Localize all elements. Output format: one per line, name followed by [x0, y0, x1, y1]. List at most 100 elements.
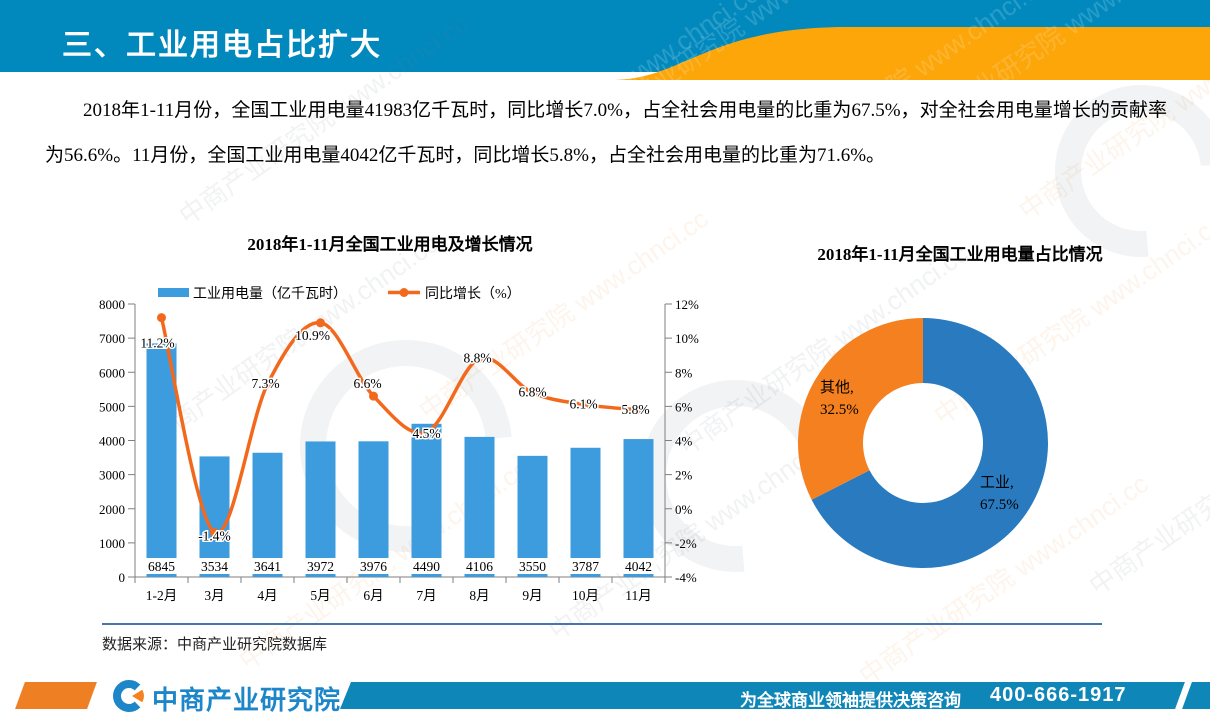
- line-point: [157, 313, 166, 323]
- line-value-label: 7.3%: [251, 376, 279, 391]
- growth-line: [159, 317, 639, 535]
- bar-value-label: 4106: [466, 559, 493, 574]
- line-value-label: 5.8%: [621, 402, 649, 417]
- bar: [411, 423, 442, 577]
- legend-bar-swatch: [158, 288, 189, 297]
- bar-value-label: 4042: [625, 559, 652, 574]
- bar-value-label: 4490: [413, 559, 440, 574]
- company-logo-text: 中商产业研究院: [152, 685, 342, 715]
- x-axis-label: 11月: [625, 588, 652, 603]
- combo-chart: 0 1000 2000 3000 4000 5000 6000 7000 8000 -4% -2% 0…: [99, 286, 699, 603]
- x-axis-label: 1-2月: [146, 588, 178, 603]
- bar-value-label: 6845: [148, 559, 175, 574]
- donut-label: 工业,: [980, 474, 1014, 491]
- left-axis-label: 4000: [99, 434, 125, 449]
- left-axis-label: 8000: [99, 297, 125, 312]
- bar: [252, 452, 283, 577]
- left-axis-label: 5000: [99, 399, 125, 414]
- bar: [146, 343, 177, 577]
- line-point: [634, 405, 643, 415]
- right-axis-label: 4%: [675, 434, 693, 449]
- right-axis-label: 2%: [675, 468, 693, 483]
- bar-value-label: 3641: [254, 559, 281, 574]
- legend-line-label: 同比增长（%）: [425, 286, 521, 302]
- line-value-label: 10.9%: [295, 328, 330, 343]
- x-axis-label: 5月: [310, 588, 330, 603]
- left-axis-label: 3000: [99, 468, 125, 483]
- bar: [464, 436, 495, 577]
- bar-value-label: 3972: [307, 559, 334, 574]
- data-source-note: 数据来源：中商产业研究院数据库: [102, 637, 328, 653]
- line-point: [422, 427, 431, 437]
- bar-label-bg: [249, 558, 286, 574]
- left-axis-label: 7000: [99, 331, 125, 346]
- x-axis-label: 10月: [572, 588, 599, 603]
- x-axis-label: 4月: [257, 588, 277, 603]
- left-axis-label: 0: [119, 570, 126, 585]
- line-value-label: 6.8%: [518, 385, 546, 400]
- footer-slogan: 为全球商业领袖提供决策咨询: [740, 691, 961, 710]
- legend-line-marker: [399, 288, 409, 297]
- line-point: [316, 318, 325, 328]
- bar-value-label: 3534: [201, 559, 228, 574]
- legend-bar-label: 工业用电量（亿千瓦时）: [193, 286, 347, 302]
- bar-value-label: 3550: [519, 559, 546, 574]
- x-axis-label: 7月: [416, 588, 436, 603]
- line-value-label: -1.4%: [198, 529, 231, 544]
- bar-label-bg: [514, 558, 551, 574]
- right-axis-label: 10%: [675, 331, 699, 346]
- right-axis-label: 8%: [675, 365, 693, 380]
- bar-label-bg: [143, 558, 180, 574]
- bar-label-bg: [302, 558, 339, 574]
- line-value-label: 11.2%: [140, 336, 174, 351]
- bar: [358, 441, 389, 577]
- line-point: [528, 388, 537, 398]
- line-point: [581, 400, 590, 410]
- bar: [570, 447, 601, 577]
- company-logo-icon: [113, 680, 144, 712]
- right-axis-label: 0%: [675, 502, 693, 517]
- bar-label-bg: [196, 558, 233, 574]
- right-axis-label: -4%: [675, 570, 697, 585]
- left-axis-label: 1000: [99, 536, 125, 551]
- x-axis-label: 3月: [204, 588, 224, 603]
- footer-orange-accent: [15, 682, 97, 709]
- divider-line: [102, 623, 1102, 625]
- right-axis-label: 6%: [675, 399, 693, 414]
- bar: [623, 439, 654, 577]
- donut-label: 其他,: [820, 379, 854, 396]
- bar-label-bg: [567, 558, 604, 574]
- bar-value-label: 3976: [360, 559, 387, 574]
- line-point: [369, 391, 378, 401]
- donut-label: 67.5%: [980, 497, 1019, 513]
- bar-label-bg: [620, 558, 657, 574]
- line-value-label: 4.5%: [412, 426, 440, 441]
- donut-slice-工业: [811, 318, 1048, 568]
- bar-label-bg: [355, 558, 392, 574]
- bar: [517, 455, 548, 577]
- donut-slice-其他: [798, 318, 923, 500]
- x-axis-label: 8月: [469, 588, 489, 603]
- left-axis-label: 2000: [99, 502, 125, 517]
- bar: [305, 441, 336, 577]
- x-axis-label: 9月: [522, 588, 542, 603]
- bar-label-bg: [408, 558, 445, 574]
- line-value-label: 6.1%: [569, 397, 597, 412]
- page-title: 三、工业用电占比扩大: [62, 29, 382, 62]
- right-axis-label: 12%: [675, 297, 699, 312]
- donut-chart-title: 2018年1-11月全国工业用电量占比情况: [817, 245, 1103, 264]
- line-point: [210, 528, 219, 538]
- donut-label: 32.5%: [820, 402, 859, 418]
- x-axis-label: 6月: [363, 588, 383, 603]
- line-point: [475, 354, 484, 364]
- bar-label-bg: [461, 558, 498, 574]
- footer-phone: 400-666-1917: [990, 684, 1127, 706]
- line-value-label: 8.8%: [463, 351, 491, 366]
- line-value-label: 6.6%: [353, 376, 381, 391]
- header-wave-decoration: [615, 27, 1210, 80]
- bar-value-label: 3787: [572, 559, 599, 574]
- line-point: [263, 379, 272, 389]
- right-axis-label: -2%: [675, 536, 697, 551]
- summary-paragraph: 2018年1-11月份，全国工业用电量41983亿千瓦时，同比增长7.0%，占全…: [45, 100, 1167, 166]
